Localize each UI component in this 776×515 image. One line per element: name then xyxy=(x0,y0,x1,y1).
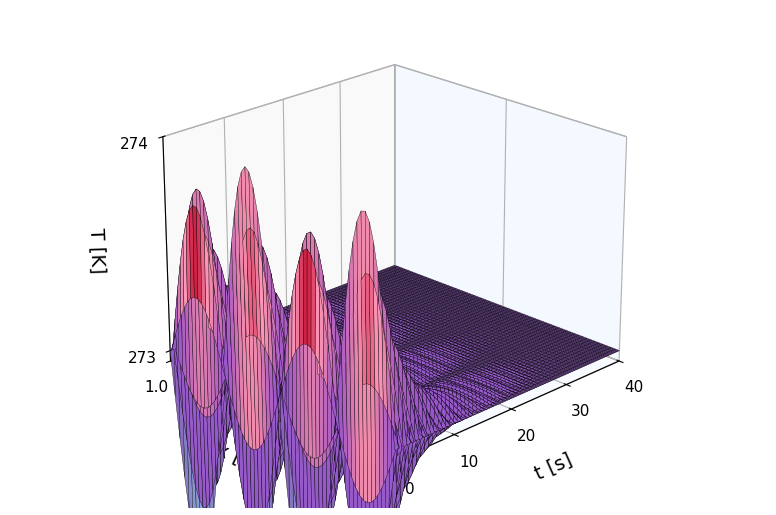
Y-axis label: x [m]: x [m] xyxy=(213,440,268,478)
X-axis label: t [s]: t [s] xyxy=(532,450,575,483)
